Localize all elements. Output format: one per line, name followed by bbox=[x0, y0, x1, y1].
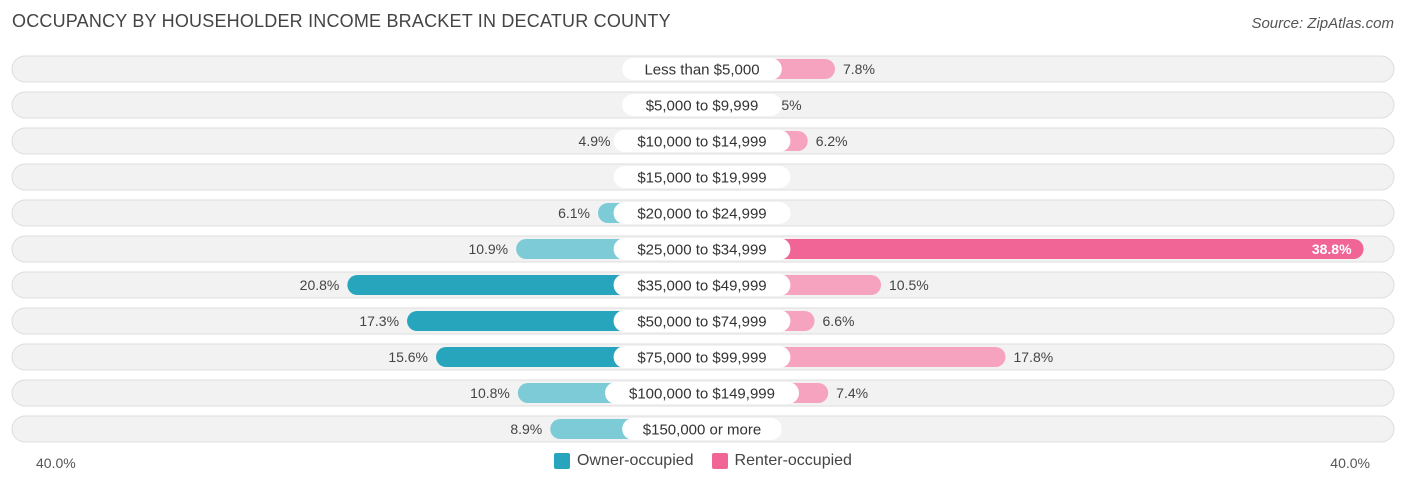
category-label: $75,000 to $99,999 bbox=[637, 350, 766, 367]
category-label: $20,000 to $24,999 bbox=[637, 206, 766, 223]
legend-item-owner: Owner-occupied bbox=[554, 452, 694, 470]
legend: Owner-occupied Renter-occupied bbox=[0, 452, 1406, 470]
renter-bar bbox=[702, 239, 1364, 259]
chart-canvas: 1.7%7.8%Less than $5,0000.75%3.5%$5,000 … bbox=[11, 55, 1395, 443]
category-label: $25,000 to $34,999 bbox=[637, 242, 766, 259]
owner-value-label: 15.6% bbox=[388, 349, 428, 365]
category-pill bbox=[613, 274, 791, 296]
category-label: $5,000 to $9,999 bbox=[646, 98, 759, 115]
category-pill bbox=[613, 346, 791, 368]
owner-value-label: 6.1% bbox=[558, 205, 590, 221]
category-pill bbox=[613, 310, 791, 332]
renter-value-label: 6.6% bbox=[823, 313, 855, 329]
category-label: $150,000 or more bbox=[643, 422, 761, 439]
legend-swatch-renter bbox=[711, 453, 728, 469]
category-pill bbox=[605, 382, 799, 404]
category-pill bbox=[613, 166, 791, 188]
owner-value-label: 17.3% bbox=[359, 313, 399, 329]
chart-title: OCCUPANCY BY HOUSEHOLDER INCOME BRACKET … bbox=[12, 11, 671, 31]
renter-value-label: 17.8% bbox=[1013, 349, 1053, 365]
category-label: $15,000 to $19,999 bbox=[637, 170, 766, 187]
legend-label-renter: Renter-occupied bbox=[734, 452, 852, 469]
owner-value-label: 10.9% bbox=[468, 241, 508, 257]
category-pill bbox=[613, 238, 791, 260]
category-pill bbox=[613, 202, 791, 224]
owner-value-label: 4.9% bbox=[579, 133, 611, 149]
renter-value-label: 10.5% bbox=[889, 277, 929, 293]
category-label: $100,000 to $149,999 bbox=[629, 386, 775, 403]
legend-swatch-owner bbox=[554, 453, 571, 469]
legend-label-owner: Owner-occupied bbox=[577, 452, 694, 469]
category-label: $50,000 to $74,999 bbox=[637, 314, 766, 331]
category-label: $35,000 to $49,999 bbox=[637, 278, 766, 295]
source-note: Source: ZipAtlas.com bbox=[1251, 15, 1394, 32]
owner-value-label: 20.8% bbox=[300, 277, 340, 293]
axis-label-right: 40.0% bbox=[1330, 455, 1370, 471]
renter-value-label: 6.2% bbox=[816, 133, 848, 149]
renter-value-label: 7.8% bbox=[843, 61, 875, 77]
category-label: $10,000 to $14,999 bbox=[637, 134, 766, 151]
owner-bar bbox=[347, 275, 702, 295]
owner-value-label: 10.8% bbox=[470, 385, 510, 401]
category-pill bbox=[613, 130, 791, 152]
axis-label-left: 40.0% bbox=[36, 455, 76, 471]
category-pill bbox=[622, 418, 782, 440]
category-label: Less than $5,000 bbox=[644, 62, 759, 79]
renter-value-label: 38.8% bbox=[1312, 241, 1352, 257]
legend-item-renter: Renter-occupied bbox=[711, 452, 852, 470]
category-pill bbox=[622, 94, 782, 116]
renter-value-label: 7.4% bbox=[836, 385, 868, 401]
category-pill bbox=[622, 58, 782, 80]
owner-value-label: 8.9% bbox=[510, 421, 542, 437]
